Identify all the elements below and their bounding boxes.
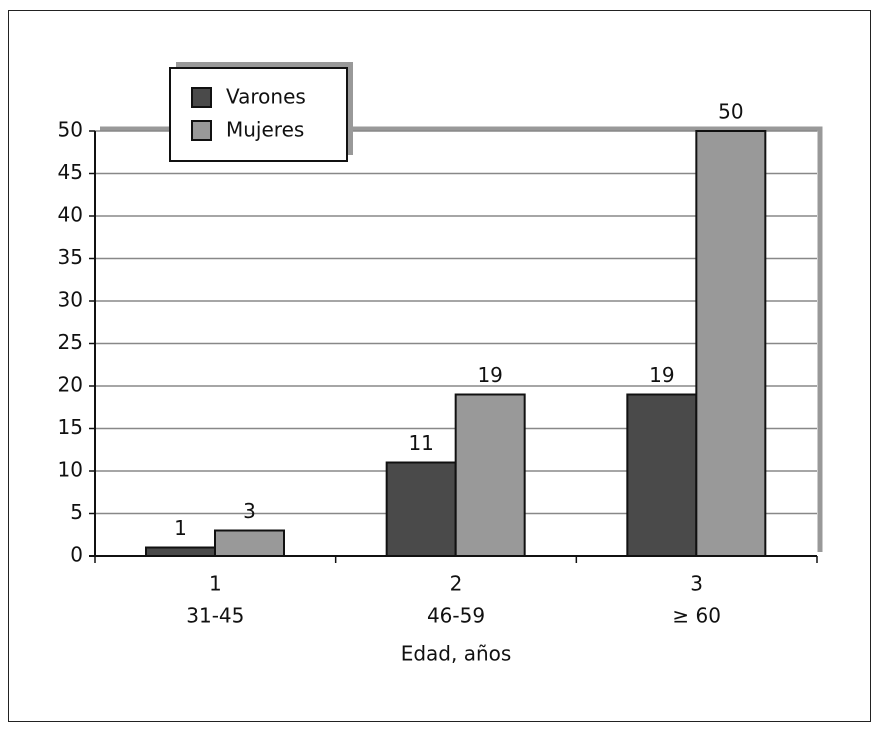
y-tick-label: 40	[58, 203, 83, 227]
legend-label: Varones	[226, 85, 306, 109]
data-label: 19	[649, 363, 674, 387]
x-tick-label: 1	[209, 572, 222, 596]
data-label: 50	[718, 100, 743, 124]
y-tick-label: 0	[70, 543, 83, 567]
x-tick-sublabel: ≥ 60	[672, 604, 721, 628]
y-tick-label: 20	[58, 373, 83, 397]
y-tick-label: 30	[58, 288, 83, 312]
legend	[169, 67, 348, 162]
y-tick-label: 50	[58, 118, 83, 142]
x-tick-sublabel: 31-45	[186, 604, 244, 628]
bar	[145, 546, 216, 557]
data-label: 3	[243, 499, 256, 523]
bar	[454, 393, 526, 557]
bar	[695, 130, 767, 557]
x-axis-label: Edad, años	[401, 642, 512, 666]
x-tick-label: 2	[450, 572, 463, 596]
legend-label: Mujeres	[226, 118, 304, 142]
legend-swatch	[191, 87, 212, 108]
y-tick-label: 45	[58, 160, 83, 184]
y-tick-label: 5	[70, 500, 83, 524]
y-tick-label: 35	[58, 245, 83, 269]
x-tick-sublabel: 46-59	[427, 604, 485, 628]
data-label: 19	[477, 363, 502, 387]
data-label: 1	[174, 516, 187, 540]
x-tick-label: 3	[690, 572, 703, 596]
bar	[626, 393, 698, 557]
y-tick-label: 15	[58, 415, 83, 439]
bar	[385, 461, 457, 557]
legend-swatch	[191, 120, 212, 141]
bar	[214, 529, 285, 557]
y-tick-label: 25	[58, 330, 83, 354]
y-tick-label: 10	[58, 458, 83, 482]
data-label: 11	[408, 431, 433, 455]
